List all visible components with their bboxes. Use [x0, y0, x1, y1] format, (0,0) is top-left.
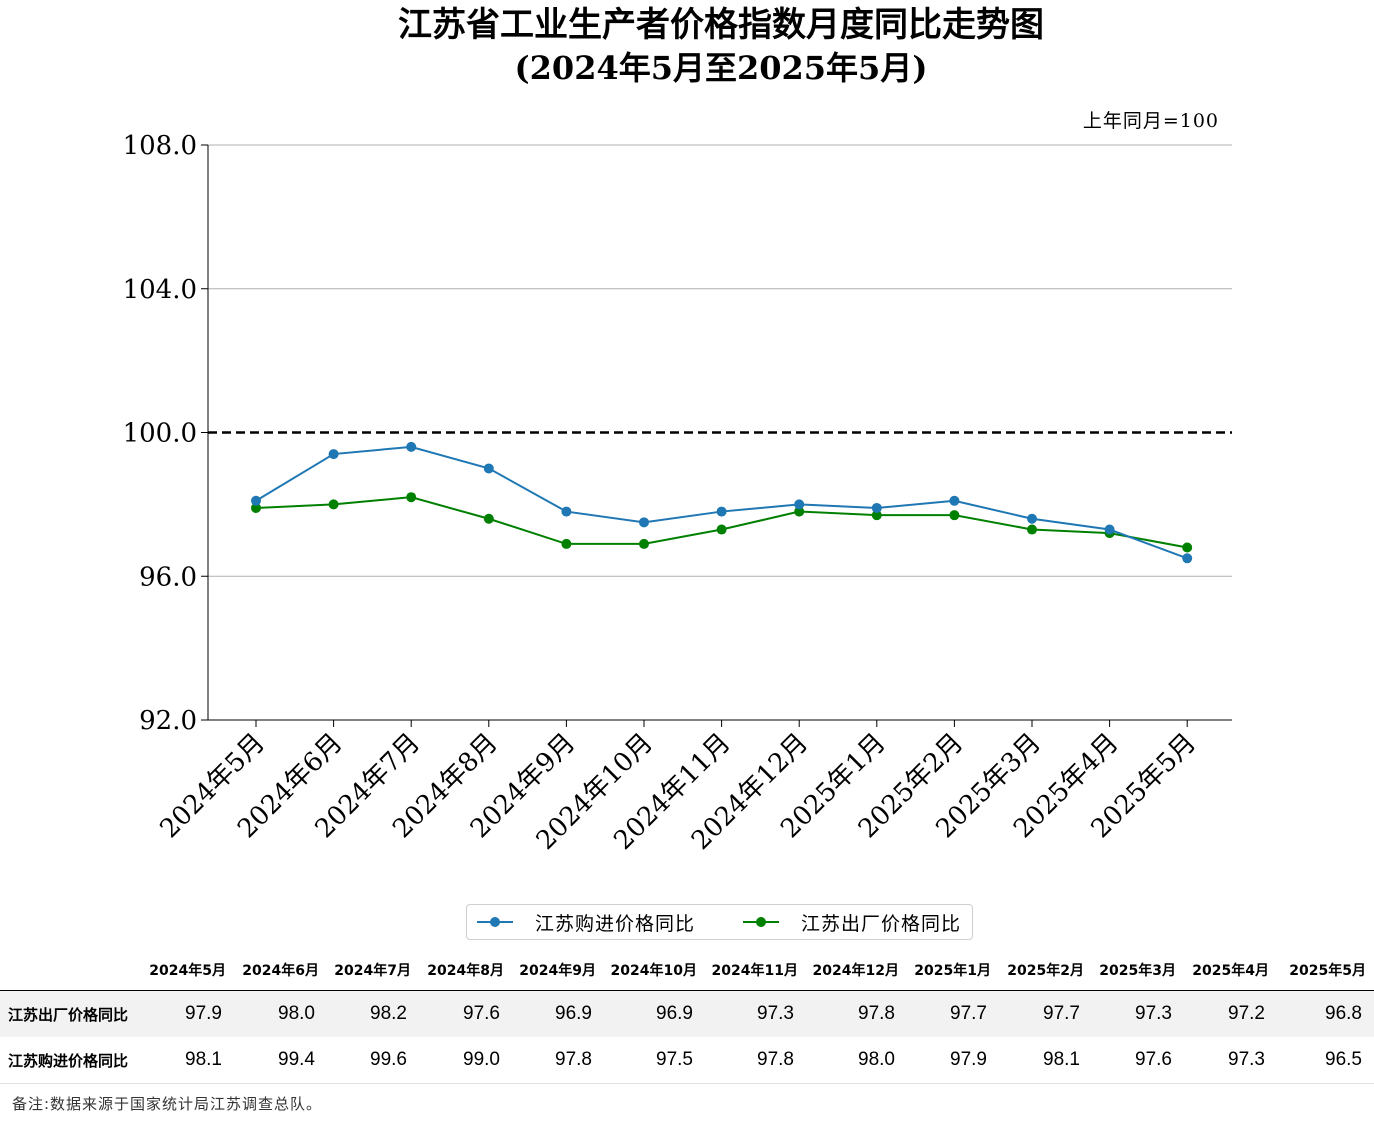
data-point-purchase [406, 441, 417, 452]
data-point-output [716, 524, 727, 535]
table-cell: 96.5 [1325, 1049, 1362, 1070]
table-cell: 99.6 [370, 1049, 407, 1070]
table-cell: 97.3 [1135, 1003, 1172, 1024]
y-tick-label: 104.0 [123, 275, 197, 305]
table-cell: 97.2 [1228, 1003, 1265, 1024]
data-point-output [949, 510, 960, 521]
table-cell: 98.1 [1043, 1049, 1080, 1070]
table-row-label: 江苏出厂价格同比 [8, 1005, 129, 1024]
table-cell: 97.5 [656, 1049, 693, 1070]
table-header: 2024年11月 [711, 963, 798, 979]
data-point-purchase [1027, 513, 1037, 524]
y-tick-label: 92.0 [139, 706, 197, 736]
line-chart: 92.096.0100.0104.0108.02024年5月2024年6月202… [123, 131, 1232, 856]
table-header-row: 2024年5月 2024年6月 2024年7月 2024年8月 2024年9月 … [0, 950, 1374, 991]
table-cell: 97.8 [757, 1049, 794, 1070]
table-cell: 99.0 [463, 1049, 500, 1070]
y-tick-label: 96.0 [139, 562, 197, 592]
data-point-purchase [1182, 553, 1193, 564]
table-cell: 99.4 [278, 1049, 315, 1070]
table-cell: 97.6 [1135, 1049, 1172, 1070]
chart-title: 江苏省工业生产者价格指数月度同比走势图 [398, 5, 1044, 45]
table-header: 2024年6月 [242, 963, 319, 979]
table-cell: 97.8 [858, 1003, 895, 1024]
y-tick-label: 100.0 [123, 419, 197, 449]
data-point-purchase [328, 449, 339, 460]
table-cell: 96.9 [555, 1003, 592, 1024]
table-row: 江苏购进价格同比 98.1 99.4 99.6 99.0 97.8 97.5 9… [0, 1037, 1374, 1084]
data-point-output [251, 502, 261, 513]
table-cell: 98.1 [185, 1049, 222, 1070]
chart-subtitle: (2024年5月至2025年5月) [514, 49, 928, 87]
data-point-purchase [1104, 524, 1115, 535]
data-point-output [639, 538, 649, 549]
data-point-output [328, 499, 339, 510]
table-header: 2024年10月 [610, 963, 697, 979]
data-point-output [561, 538, 572, 549]
table-cell: 97.9 [185, 1003, 222, 1024]
legend-entry-purchase: 江苏购进价格同比 [473, 905, 695, 939]
data-point-purchase [794, 499, 805, 510]
table-cell: 97.3 [1228, 1049, 1265, 1070]
table-cell: 97.9 [950, 1049, 987, 1070]
legend-label-output: 江苏出厂价格同比 [801, 912, 962, 935]
table-header: 2024年5月 [149, 963, 226, 979]
legend-swatch-output [739, 905, 783, 939]
table-header: 2025年2月 [1007, 963, 1084, 979]
unit-note: 上年同月=100 [1082, 110, 1219, 132]
data-point-output [871, 510, 882, 521]
table-header: 2025年4月 [1192, 963, 1269, 979]
data-point-output [1027, 524, 1037, 535]
table-header: 2025年1月 [914, 963, 991, 979]
table-header: 2024年12月 [812, 963, 899, 979]
table-cell: 97.7 [1043, 1003, 1080, 1024]
data-point-purchase [483, 463, 494, 474]
data-point-output [406, 492, 417, 503]
table-cell: 98.0 [278, 1003, 315, 1024]
legend-entry-output: 江苏出厂价格同比 [739, 905, 961, 939]
data-point-purchase [639, 517, 649, 528]
y-tick-label: 108.0 [123, 131, 197, 161]
data-point-purchase [251, 495, 261, 506]
data-point-output [1182, 542, 1193, 553]
table-cell: 98.2 [370, 1003, 407, 1024]
table-cell: 97.3 [757, 1003, 794, 1024]
table-header: 2024年9月 [519, 963, 596, 979]
legend-swatch-purchase [473, 905, 517, 939]
series-line-output [255, 496, 1188, 549]
data-point-output [794, 506, 805, 517]
table-header: 2025年3月 [1099, 963, 1176, 979]
data-point-purchase [716, 506, 727, 517]
data-table: 2024年5月 2024年6月 2024年7月 2024年8月 2024年9月 … [0, 950, 1374, 1084]
table-row: 江苏出厂价格同比 97.9 98.0 98.2 97.6 96.9 96.9 9… [0, 990, 1374, 1037]
data-point-purchase [561, 506, 572, 517]
table-cell: 98.0 [858, 1049, 895, 1070]
table-cell: 97.6 [463, 1003, 500, 1024]
table-cell: 96.8 [1325, 1003, 1362, 1024]
table-cell: 97.7 [950, 1003, 987, 1024]
data-point-purchase [949, 495, 960, 506]
legend: 江苏购进价格同比 江苏出厂价格同比 [466, 904, 973, 940]
table-header: 2024年8月 [427, 963, 504, 979]
legend-label-purchase: 江苏购进价格同比 [535, 912, 696, 935]
series-line-purchase [255, 445, 1188, 560]
data-point-purchase [871, 502, 882, 513]
data-point-output [483, 513, 494, 524]
table-row-label: 江苏购进价格同比 [8, 1051, 129, 1070]
table-cell: 96.9 [656, 1003, 693, 1024]
table-header-corner [0, 950, 142, 991]
table-header: 2024年7月 [334, 963, 411, 979]
table-cell: 97.8 [555, 1049, 592, 1070]
table-header: 2025年5月 [1289, 963, 1366, 979]
footnote: 备注:数据来源于国家统计局江苏调查总队。 [12, 1095, 323, 1113]
